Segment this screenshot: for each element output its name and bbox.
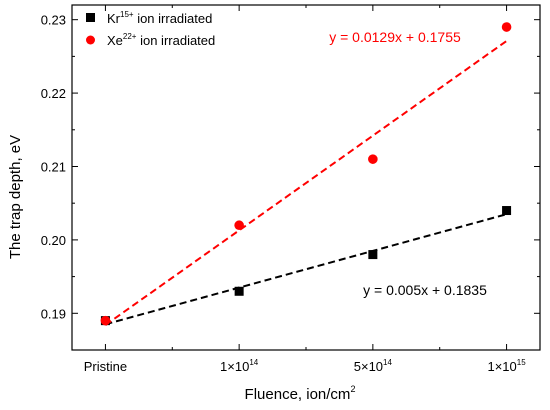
kr-fit-equation: y = 0.005x + 0.1835 (363, 282, 487, 298)
y-axis-label: The trap depth, eV (7, 135, 24, 259)
legend-xe-marker (86, 35, 95, 45)
x-axis-ticks: Pristine 1×1014 5×1014 1×1015 (84, 5, 526, 374)
xe-fit-line (104, 40, 508, 326)
y-axis-ticks: 0.19 0.20 0.21 0.22 0.23 (41, 13, 540, 321)
xe-data-point (100, 315, 111, 326)
fit-lines (104, 40, 508, 326)
kr-data-point (234, 286, 244, 296)
x-tick-label: 5×1014 (354, 358, 393, 374)
kr-data-point (368, 250, 378, 260)
y-tick-label: 0.23 (41, 13, 66, 28)
xe-fit-equation: y = 0.0129x + 0.1755 (329, 29, 461, 45)
legend-kr-marker (86, 13, 95, 22)
kr-fit-line (105, 213, 507, 326)
y-tick-label: 0.20 (41, 233, 66, 248)
legend-kr-label: Kr15+ ion irradiated (107, 10, 212, 26)
legend: Kr15+ ion irradiated Xe22+ ion irradiate… (86, 10, 215, 48)
y-tick-label: 0.19 (41, 306, 66, 321)
data-points (100, 22, 512, 326)
x-tick-label: 1×1014 (220, 358, 259, 374)
legend-xe-label: Xe22+ ion irradiated (107, 32, 215, 48)
y-tick-label: 0.22 (41, 86, 66, 101)
kr-data-point (502, 206, 512, 216)
x-tick-label: 1×1015 (487, 358, 526, 374)
x-tick-label: Pristine (84, 359, 127, 374)
xe-data-point (368, 154, 378, 164)
x-axis-label: Fluence, ion/cm2 (245, 384, 356, 403)
y-tick-label: 0.21 (41, 159, 66, 174)
xe-data-point (501, 22, 512, 32)
xe-data-point (234, 220, 244, 231)
